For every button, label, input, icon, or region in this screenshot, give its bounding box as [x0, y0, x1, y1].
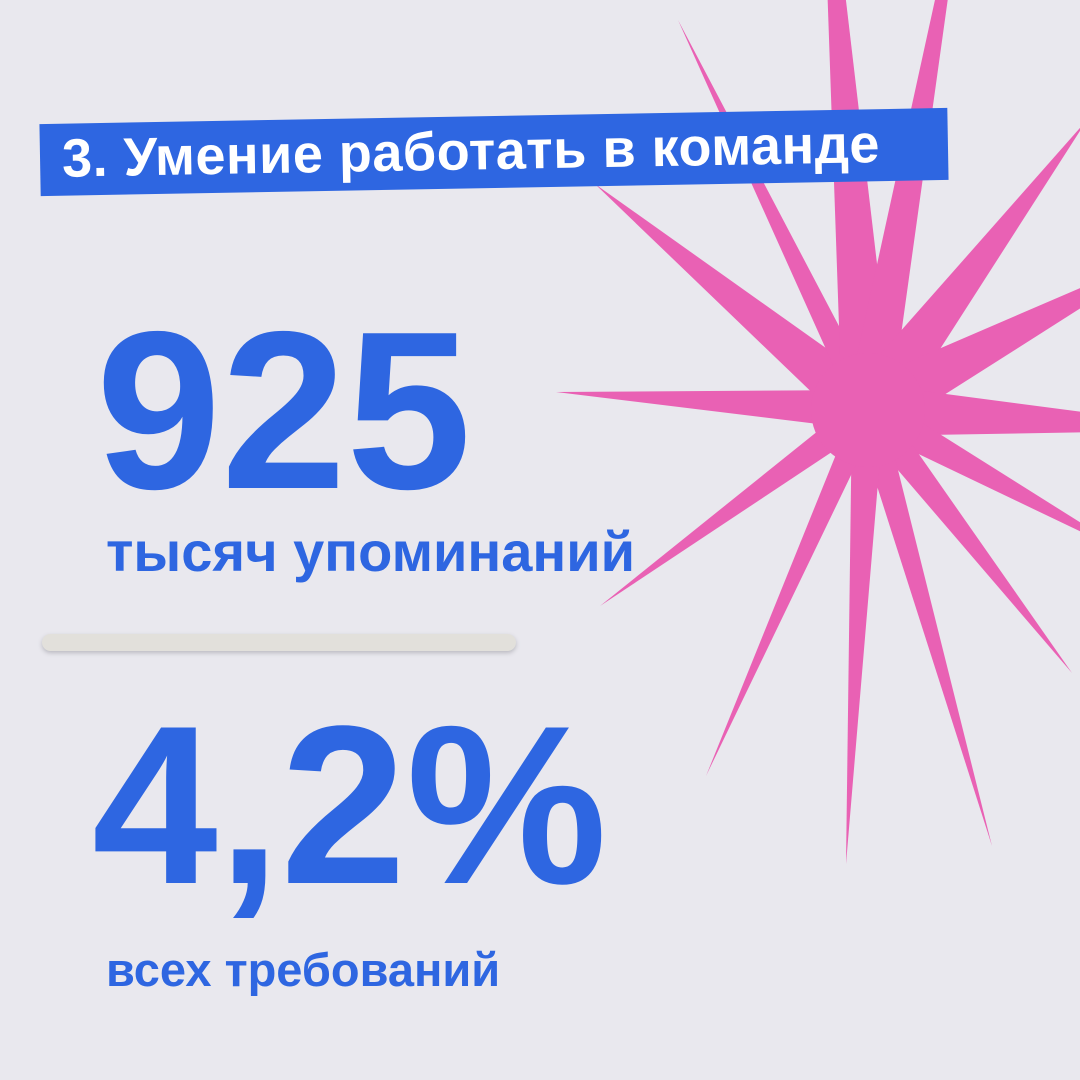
stat-percentage-caption: всех требований [106, 943, 501, 996]
stat-mentions-caption: тысяч упоминаний [106, 520, 636, 583]
page-title: 3. Умение работать в команде [61, 114, 881, 189]
starburst-shape [556, 0, 1080, 864]
stat-mentions-value: 925 [96, 284, 472, 536]
divider-line [42, 634, 516, 651]
stat-percentage-value: 4,2% [92, 678, 608, 931]
